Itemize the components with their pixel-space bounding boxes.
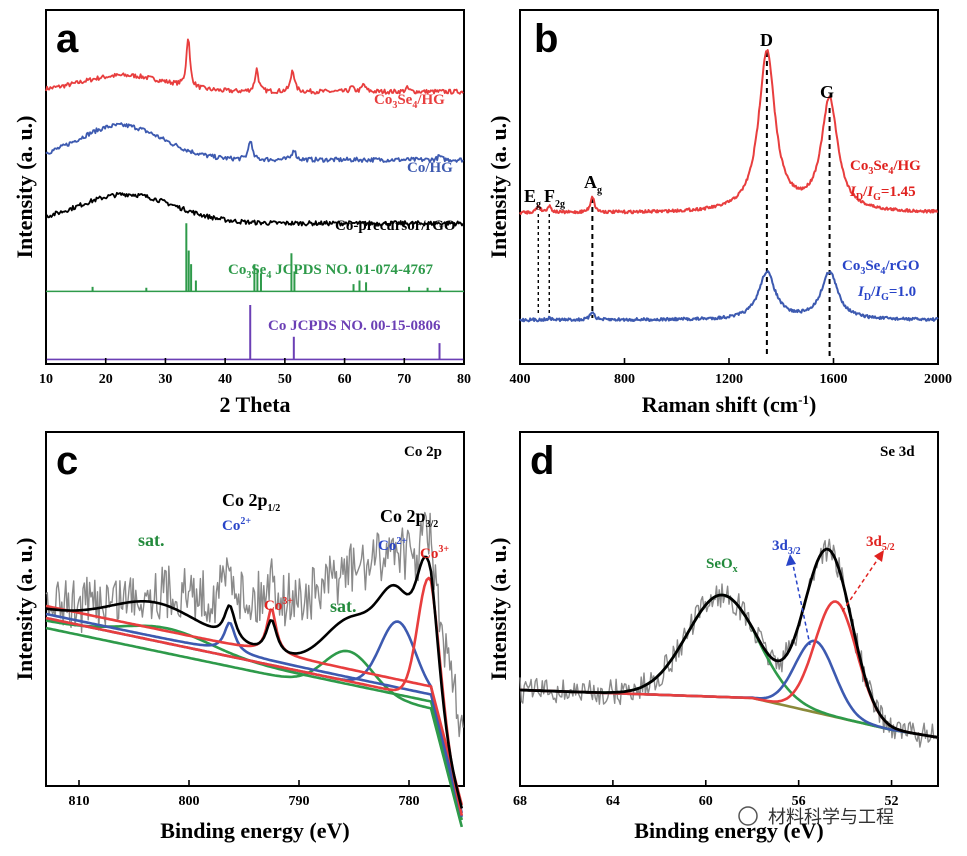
d-x-tick-label: 64 (606, 794, 620, 809)
b-ratio-hg: ID/IG=1.45 (849, 184, 916, 203)
b-x-tick-label: 2000 (924, 372, 952, 387)
a-series-0 (45, 38, 464, 95)
a-x-tick-label: 20 (99, 372, 113, 387)
d-fit-SeOx (519, 593, 939, 739)
d-title: Se 3d (880, 444, 915, 460)
a-label-co3se4-jcpds: Co3Se4 JCPDS NO. 01-074-4767 (228, 262, 434, 281)
a-x-tick-label: 60 (338, 372, 352, 387)
panel-c: c Co 2p 810 800 790 780 Co 2p1/2 Co 2p3/2 C… (12, 431, 465, 843)
c-title: Co 2p (404, 444, 442, 460)
c-ann-co2plus-2: Co2+ (378, 536, 407, 554)
c-ylabel: Intensity (a. u.) (12, 537, 37, 680)
d-x-tick-label: 56 (792, 794, 806, 809)
c-ann-co2p12: Co 2p1/2 (222, 490, 280, 514)
b-series-1 (519, 269, 939, 323)
d-fit-3d5/2 (519, 600, 939, 739)
a-x-tick-label: 80 (457, 372, 471, 387)
d-x-tick-label: 60 (699, 794, 713, 809)
c-fit-co3-a (45, 604, 464, 806)
b-series-0 (519, 49, 938, 215)
b-xlabel: Raman shift (cm-1) (642, 392, 817, 417)
d-fit-envelope (519, 547, 939, 739)
d-arrowhead-3d32 (786, 554, 796, 566)
d-arrow-3d32 (791, 559, 811, 646)
b-band-g: G (820, 82, 834, 102)
a-x-tick-label: 50 (278, 372, 292, 387)
c-ann-co3plus-1: Co3+ (264, 596, 293, 614)
a-ylabel: Intensity (a. u.) (12, 115, 37, 258)
c-xlabel: Binding energy (eV) (160, 818, 349, 843)
b-x-tick-label: 1600 (820, 372, 848, 387)
panel-b: b 400 800 1200 1600 2000 D G Eg F2g Ag Co3Se… (486, 9, 952, 417)
b-label-co3se4-rgo: Co3Se4/rGO (842, 258, 920, 277)
a-label-co-hg: Co/HG (407, 160, 453, 176)
panel-b-frame (519, 9, 939, 365)
c-fit-co3-b (45, 576, 464, 816)
panel-a-frame (45, 9, 465, 365)
a-x-tick-label: 70 (397, 372, 411, 387)
b-x-tick-label: 800 (614, 372, 635, 387)
c-fit-sat1 (45, 619, 464, 821)
d-arrowhead-3d52 (874, 550, 884, 562)
c-fit-sat2 (45, 626, 464, 828)
c-raw-data (45, 511, 464, 738)
a-xlabel: 2 Theta (219, 392, 290, 417)
a-x-tick-label: 30 (158, 372, 172, 387)
b-ylabel: Intensity (a. u.) (486, 115, 511, 258)
c-x-tick-label: 780 (399, 794, 420, 809)
b-band-ag: Ag (584, 172, 602, 196)
d-x-tick-label: 68 (513, 794, 527, 809)
d-ann-3d52: 3d5/2 (866, 534, 895, 553)
b-x-tick-label: 1200 (715, 372, 743, 387)
d-ylabel: Intensity (a. u.) (486, 537, 511, 680)
wechat-icon (738, 806, 758, 826)
c-ann-co2p32: Co 2p3/2 (380, 506, 438, 530)
watermark: 材料科学与工程 (768, 807, 894, 828)
a-series-2 (45, 191, 464, 227)
d-ann-seox: SeOx (706, 556, 738, 575)
c-fit-envelope (45, 555, 464, 809)
d-arrow-3d52 (841, 555, 881, 613)
d-ann-3d32: 3d3/2 (772, 538, 801, 557)
panel-a: a 10 20 30 40 50 60 70 80 Co3Se4/HG Co/HG Co-pr… (12, 9, 471, 417)
b-label-co3se4-hg: Co3Se4/HG (850, 158, 921, 177)
panel-c-letter: c (56, 439, 78, 483)
a-label-co-jcpds: Co JCPDS NO. 00-15-0806 (268, 318, 441, 334)
a-x-tick-label: 40 (218, 372, 232, 387)
c-x-tick-label: 790 (289, 794, 310, 809)
panel-d-letter: d (530, 439, 554, 483)
b-band-f2g: F2g (544, 186, 565, 210)
c-fit-co2-a (45, 612, 464, 814)
a-x-tick-label: 10 (39, 372, 53, 387)
c-ann-sat-1: sat. (138, 530, 165, 550)
c-x-tick-label: 810 (69, 794, 90, 809)
b-band-d: D (760, 30, 773, 50)
a-label-co3se4-hg: Co3Se4/HG (374, 92, 445, 111)
b-x-tick-label: 400 (510, 372, 531, 387)
c-x-tick-label: 800 (179, 794, 200, 809)
b-ratio-rgo: ID/IG=1.0 (857, 284, 916, 303)
panel-b-letter: b (534, 17, 558, 61)
d-x-tick-label: 52 (885, 794, 899, 809)
panel-d: d Se 3d 68 64 60 56 52 SeOx 3d3/2 3d5/2 Bind… (486, 431, 939, 843)
c-ann-co3plus-2: Co3+ (420, 544, 449, 562)
a-series-1 (45, 122, 464, 163)
d-xlabel: Binding energy (eV) (634, 818, 823, 843)
c-ann-co2plus-1: Co2+ (222, 516, 251, 534)
panel-d-frame (519, 431, 939, 787)
b-band-eg: Eg (524, 186, 541, 210)
a-label-co-precursor: Co-precursor/rGO (335, 218, 456, 234)
c-ann-sat-2: sat. (330, 596, 357, 616)
panel-a-letter: a (56, 17, 79, 61)
